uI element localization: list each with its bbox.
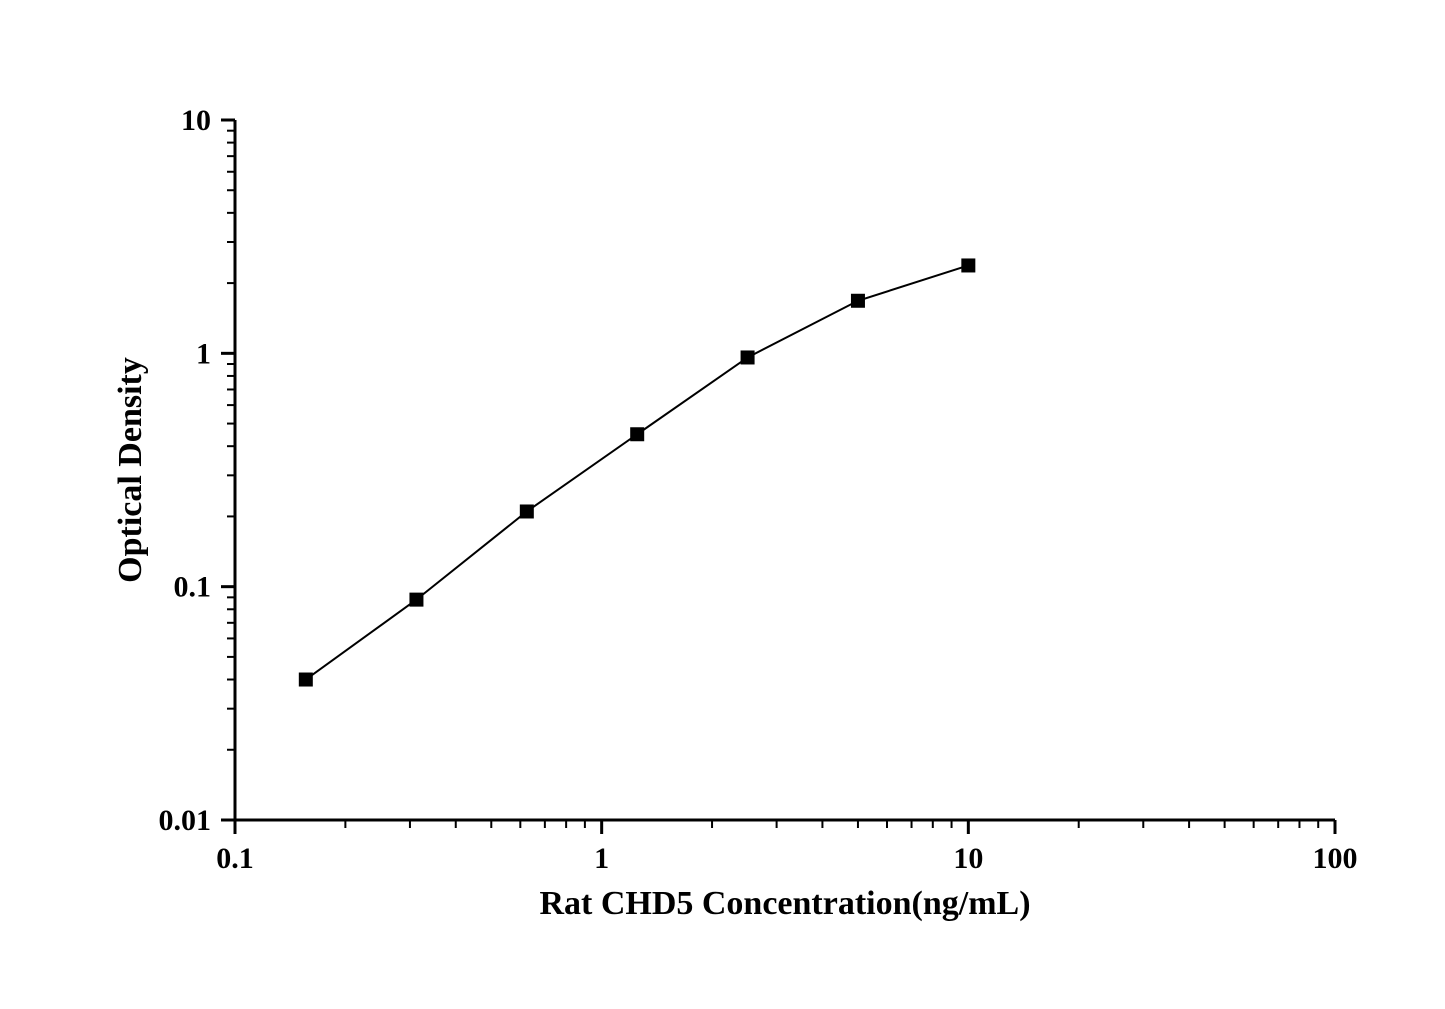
data-marker (961, 258, 975, 272)
x-tick-label: 10 (953, 842, 983, 875)
y-tick-label: 1 (196, 337, 211, 370)
y-tick-label: 0.01 (159, 804, 212, 837)
data-marker (409, 593, 423, 607)
y-tick-label: 10 (181, 104, 211, 137)
chart-svg: 0.11101000.010.1110Rat CHD5 Concentratio… (0, 0, 1445, 1009)
x-tick-label: 1 (594, 842, 609, 875)
y-tick-label: 0.1 (174, 571, 212, 604)
x-tick-label: 0.1 (216, 842, 254, 875)
data-marker (741, 350, 755, 364)
data-marker (520, 504, 534, 518)
data-marker (851, 294, 865, 308)
data-marker (299, 673, 313, 687)
x-axis-title: Rat CHD5 Concentration(ng/mL) (539, 885, 1030, 922)
y-axis-title: Optical Density (112, 357, 149, 583)
x-tick-label: 100 (1313, 842, 1358, 875)
chart-container: 0.11101000.010.1110Rat CHD5 Concentratio… (0, 0, 1445, 1009)
data-marker (630, 427, 644, 441)
